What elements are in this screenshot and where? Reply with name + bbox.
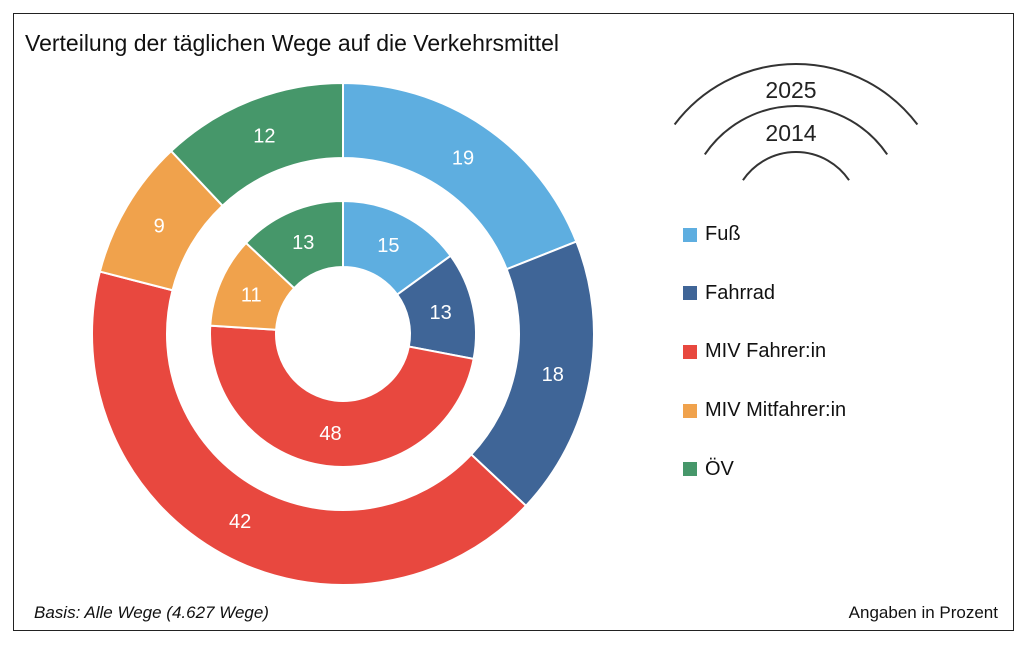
ring-legend-arc-0 <box>673 62 919 126</box>
legend-label: MIV Mitfahrer:in <box>705 399 847 422</box>
chart-title: Verteilung der täglichen Wege auf die Ve… <box>25 30 559 56</box>
data-label-2025-4: 12 <box>253 125 275 147</box>
data-label-2025-1: 18 <box>542 364 564 386</box>
legend-item: Fahrrad <box>683 282 775 305</box>
legend-swatch <box>683 462 697 477</box>
legend-swatch <box>683 286 697 301</box>
legend-label: Fuß <box>705 223 741 245</box>
legend-label: ÖV <box>705 457 734 480</box>
data-label-2014-3: 11 <box>241 284 262 306</box>
legend-item: Fuß <box>683 223 741 246</box>
footnote: Basis: Alle Wege (4.627 Wege) <box>34 603 269 622</box>
legend-swatch <box>683 403 697 418</box>
data-label-2025-2: 42 <box>229 511 251 533</box>
data-label-2025-3: 9 <box>154 215 165 237</box>
ring-legend-label-2014: 2014 <box>765 120 816 146</box>
segment-2014-4 <box>244 199 344 290</box>
unit-note: Angaben in Prozent <box>848 603 998 622</box>
data-label-2014-2: 48 <box>319 423 341 445</box>
legend-label: Fahrrad <box>705 281 776 304</box>
legend-swatch <box>683 344 697 359</box>
legend-item: MIV Fahrer:in <box>683 340 826 363</box>
ring-legend-arc-2 <box>742 151 850 181</box>
legend-item: ÖV <box>683 458 734 481</box>
ring-legend-label-2025: 2025 <box>765 77 816 103</box>
segment-2025-4 <box>169 81 344 208</box>
chart-frame <box>13 13 1014 631</box>
data-label-2014-4: 13 <box>292 232 314 254</box>
data-label-2014-0: 15 <box>377 235 399 257</box>
segment-2025-1 <box>469 240 595 508</box>
legend-item: MIV Mitfahrer:in <box>683 399 846 422</box>
segment-2014-2 <box>209 324 475 468</box>
legend-swatch <box>683 227 697 242</box>
segment-2025-2 <box>91 270 528 586</box>
ring-legend-arc-1 <box>703 105 889 156</box>
legend-label: MIV Fahrer:in <box>705 340 827 363</box>
data-label-2025-0: 19 <box>452 147 474 169</box>
data-label-2014-1: 13 <box>429 302 451 324</box>
